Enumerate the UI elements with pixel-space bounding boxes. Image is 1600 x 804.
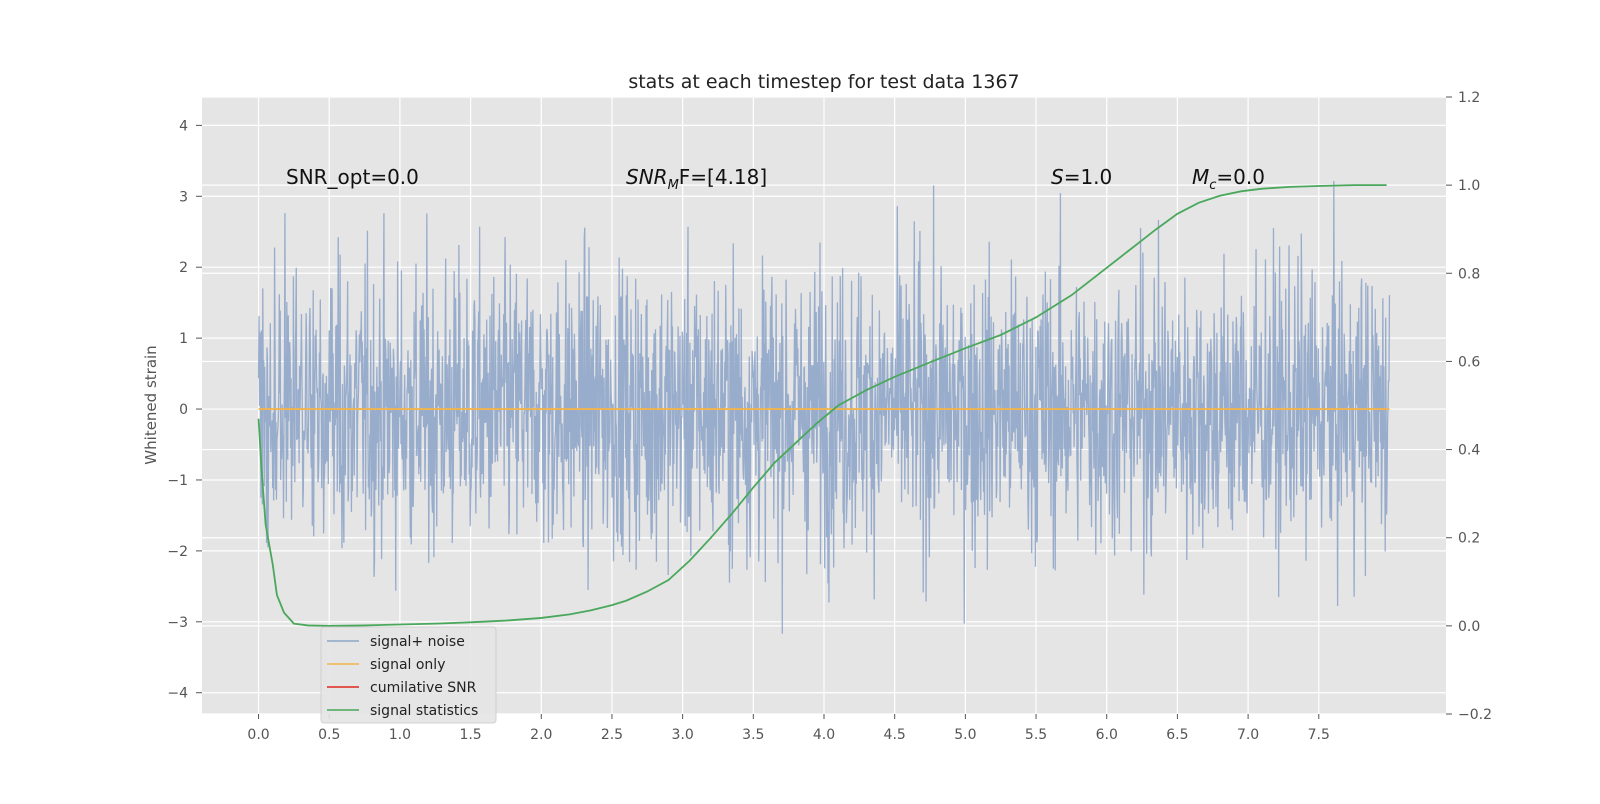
- annotation-s-var: S: [1051, 165, 1064, 189]
- y2-tick-label: 1.0: [1458, 178, 1480, 194]
- annotation-snr-opt: SNR_opt=0.0: [286, 165, 419, 189]
- y2-tick-label: 0.6: [1458, 354, 1480, 370]
- annotation-snr-mf-rest: F=[4.18]: [679, 165, 767, 189]
- x-tick-label: 1.0: [389, 727, 411, 743]
- y2-tick-label: 0.4: [1458, 443, 1480, 459]
- annotation-s-rest: =1.0: [1064, 165, 1113, 189]
- chart-title: stats at each timestep for test data 136…: [628, 71, 1019, 93]
- x-tick-label: 6.0: [1096, 727, 1118, 743]
- y-tick-label: 4: [179, 118, 188, 134]
- annotation-mc-var: M: [1192, 165, 1209, 189]
- legend-label-signal-statistics: signal statistics: [370, 703, 478, 719]
- annotation-snr-mf: SNRMF=[4.18]: [626, 165, 767, 193]
- y-tick-label: 1: [179, 331, 188, 347]
- annotation-s: S=1.0: [1051, 165, 1112, 189]
- y2-tick-label: −0.2: [1458, 707, 1492, 723]
- x-tick-label: 3.0: [672, 727, 694, 743]
- series-line-3: [257, 184, 1387, 627]
- x-tick-label: 0.5: [318, 727, 340, 743]
- x-tick-label: 0.0: [247, 727, 269, 743]
- y-axis-label: Whitened strain: [142, 345, 160, 464]
- legend-label-cumulative-snr: cumilative SNR: [370, 680, 477, 696]
- y-tick-label: −3: [167, 615, 188, 631]
- x-tick-label: 1.5: [459, 727, 481, 743]
- signal-noise-series: [257, 180, 1391, 634]
- annotation-mc-sub: c: [1209, 178, 1216, 193]
- line-series: [257, 184, 1390, 627]
- x-tick-label: 2.0: [530, 727, 552, 743]
- annotation-snr-mf-sub: M: [668, 178, 679, 193]
- y-tick-label: −2: [167, 544, 188, 560]
- y-tick-label: −4: [167, 686, 188, 702]
- x-tick-label: 4.5: [884, 727, 906, 743]
- y-axis-ticks: 4 3 2 1 0 −1 −2 −3 −4: [167, 118, 202, 702]
- x-tick-label: 7.0: [1237, 727, 1259, 743]
- y-tick-label: 3: [179, 189, 188, 205]
- y-tick-label: 2: [179, 260, 188, 276]
- annotation-mc: Mc=0.0: [1192, 165, 1265, 193]
- legend-label-signal-noise: signal+ noise: [370, 634, 465, 650]
- x-tick-label: 7.5: [1308, 727, 1330, 743]
- x-tick-label: 5.5: [1025, 727, 1047, 743]
- x-axis-ticks: 0.0 0.5 1.0 1.5 2.0 2.5 3.0 3.5 4.0 4.5 5.0 5.5 6.0 6…: [247, 714, 1330, 743]
- y2-tick-label: 0.8: [1458, 266, 1480, 282]
- y2-tick-label: 0.2: [1458, 531, 1480, 547]
- x-tick-label: 3.5: [742, 727, 764, 743]
- annotation-mc-rest: =0.0: [1216, 165, 1265, 189]
- annotation-snr-mf-main: SNR: [626, 165, 668, 189]
- legend: signal+ noise signal only cumilative SNR…: [320, 626, 497, 724]
- x-tick-label: 2.5: [601, 727, 623, 743]
- series-signal-noise: [257, 180, 1391, 634]
- legend-box: [320, 626, 497, 724]
- legend-label-signal-only: signal only: [370, 657, 445, 673]
- x-tick-label: 5.0: [954, 727, 976, 743]
- y2-tick-label: 1.2: [1458, 90, 1480, 106]
- x-tick-label: 6.5: [1166, 727, 1188, 743]
- y-tick-label: 0: [179, 402, 188, 418]
- y-tick-label: −1: [167, 473, 188, 489]
- y2-axis-ticks: 1.2 1.0 0.8 0.6 0.4 0.2 0.0 −0.2: [1446, 90, 1492, 723]
- x-tick-label: 4.0: [813, 727, 835, 743]
- y2-tick-label: 0.0: [1458, 619, 1480, 635]
